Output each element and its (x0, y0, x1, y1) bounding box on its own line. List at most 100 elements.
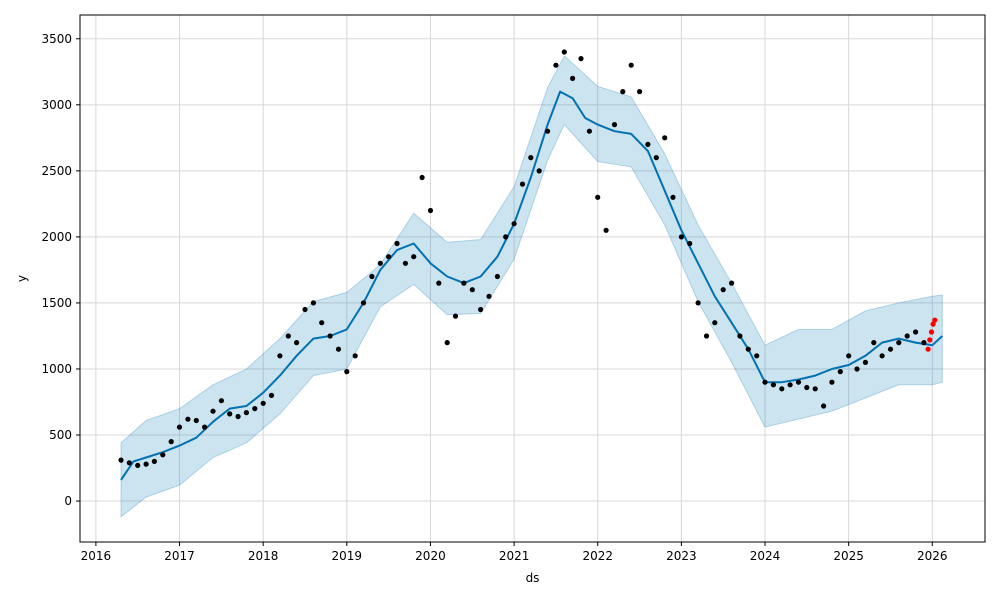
data-point (829, 379, 835, 385)
x-axis-ticks: 2016 2017 2018 2019 2020 2021 2022 2023 2024 2025… (81, 542, 948, 563)
data-point (151, 458, 157, 464)
data-point (310, 300, 316, 306)
data-point (444, 340, 450, 346)
recent-data-point (930, 321, 936, 327)
data-point (854, 366, 860, 372)
data-point (377, 260, 383, 266)
data-point (302, 306, 308, 313)
data-point (611, 122, 618, 128)
data-point (545, 128, 551, 134)
data-point (862, 359, 869, 365)
data-point (628, 62, 634, 68)
data-point (586, 128, 593, 134)
recent-points (925, 317, 938, 352)
data-point (360, 300, 367, 306)
x-tick-label: 2022 (582, 549, 613, 563)
x-tick-label: 2020 (415, 549, 446, 563)
data-point (402, 260, 408, 266)
data-point (662, 135, 668, 141)
data-point (653, 155, 659, 161)
uncertainty-band-area (120, 55, 943, 518)
data-point (737, 333, 743, 339)
data-point (511, 221, 517, 227)
y-axis-label: y (15, 275, 29, 282)
data-point (335, 346, 342, 352)
data-point (720, 287, 726, 293)
data-point (812, 386, 818, 392)
plot-frame (79, 14, 986, 543)
data-point (821, 403, 827, 409)
data-point (795, 379, 802, 385)
y-axis-ticks: 0 500 1000 1500 2000 2500 3000 3500 (41, 32, 80, 508)
data-point (770, 382, 777, 388)
x-tick-label: 2018 (248, 549, 279, 563)
data-point (268, 392, 275, 398)
data-point (486, 293, 492, 299)
data-point (411, 254, 417, 260)
data-point (185, 416, 191, 422)
data-point (904, 333, 910, 339)
data-point (553, 62, 559, 68)
data-point (519, 181, 526, 187)
recent-data-point (928, 329, 935, 335)
data-point (837, 369, 843, 375)
data-point (846, 353, 852, 359)
data-point (712, 320, 718, 326)
x-tick-label: 2017 (164, 549, 195, 563)
x-tick-label: 2026 (917, 549, 948, 563)
data-point (570, 75, 576, 81)
data-point (235, 413, 241, 420)
forecast-series-line (120, 90, 943, 481)
data-point (260, 400, 266, 406)
actual-points (118, 49, 927, 468)
data-point (193, 417, 199, 424)
x-tick-label: 2023 (666, 549, 697, 563)
data-point (394, 240, 400, 247)
data-point (202, 424, 208, 430)
data-point (503, 234, 509, 240)
data-point (210, 408, 216, 414)
data-point (687, 240, 693, 247)
data-point (143, 461, 149, 467)
data-point (252, 406, 258, 412)
uncertainty-band (120, 55, 943, 518)
data-point (118, 457, 124, 463)
data-point (168, 439, 174, 445)
data-point (135, 462, 141, 468)
x-tick-label: 2024 (750, 549, 781, 563)
data-point (896, 340, 902, 346)
data-point (670, 194, 676, 200)
data-point (620, 89, 626, 95)
y-tick-label: 1000 (41, 362, 72, 376)
data-point (637, 89, 643, 95)
data-point (285, 333, 291, 339)
data-point (419, 174, 425, 181)
data-point (218, 398, 224, 404)
data-point (461, 280, 467, 286)
y-tick-label: 2500 (41, 164, 72, 178)
data-point (352, 353, 358, 359)
y-tick-label: 1500 (41, 296, 72, 310)
data-point (469, 287, 475, 293)
x-gridlines (95, 15, 933, 542)
data-point (578, 56, 584, 62)
data-point (645, 141, 651, 147)
data-point (703, 333, 710, 339)
data-point (344, 369, 350, 375)
data-point (804, 384, 810, 391)
data-point (126, 460, 132, 466)
data-point (227, 411, 233, 417)
data-point (678, 234, 685, 240)
data-point (452, 313, 459, 319)
y-tick-label: 3500 (41, 32, 72, 46)
recent-data-point (927, 337, 933, 343)
x-tick-label: 2019 (332, 549, 363, 563)
y-tick-label: 2000 (41, 230, 72, 244)
y-tick-label: 0 (64, 494, 72, 508)
data-point (787, 382, 793, 388)
data-point (243, 410, 249, 416)
data-point (277, 353, 283, 359)
data-point (528, 155, 534, 161)
